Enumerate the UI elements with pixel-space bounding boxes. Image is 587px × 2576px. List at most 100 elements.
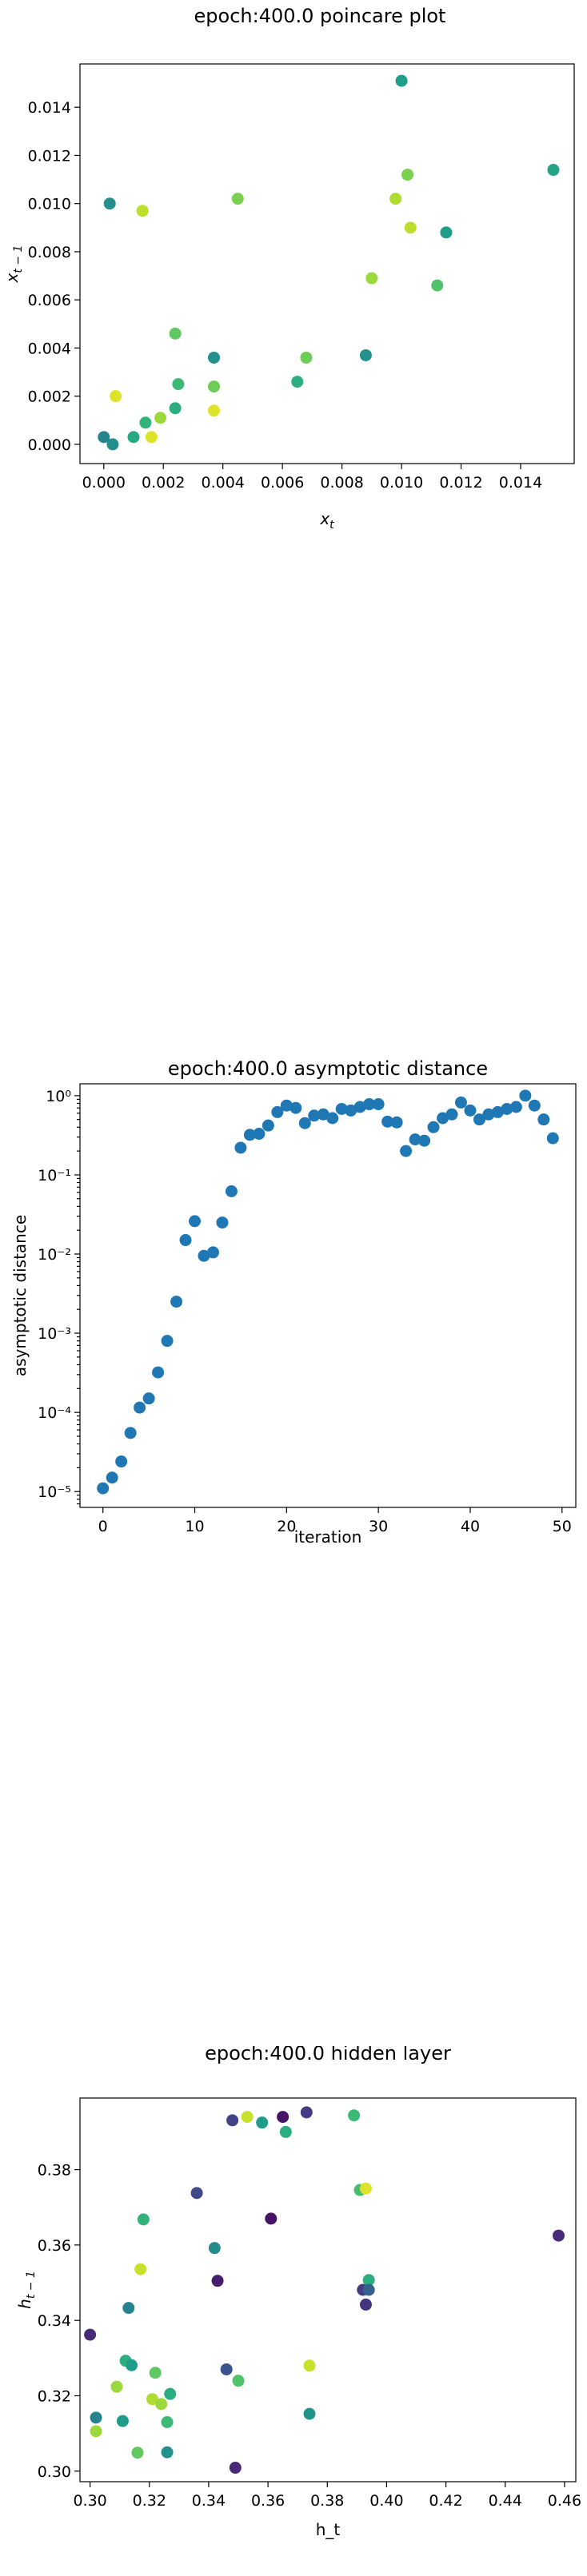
data-point bbox=[365, 272, 378, 285]
data-point bbox=[142, 1392, 155, 1405]
data-point bbox=[279, 2125, 292, 2138]
data-point bbox=[437, 1112, 449, 1125]
data-point bbox=[464, 1104, 477, 1117]
data-point bbox=[243, 1129, 256, 1141]
chart-title: epoch:400.0 poincare plot bbox=[194, 5, 446, 27]
data-point bbox=[97, 1482, 110, 1495]
data-point bbox=[126, 2359, 138, 2371]
data-point bbox=[234, 1141, 247, 1154]
data-point bbox=[164, 2387, 177, 2400]
x-tick-label: 0.30 bbox=[73, 2492, 106, 2510]
y-tick-label: 0.000 bbox=[28, 436, 71, 454]
data-point bbox=[84, 2328, 97, 2341]
x-axis-label: xt bbox=[319, 509, 334, 532]
data-point bbox=[363, 1098, 376, 1111]
data-point bbox=[124, 1427, 137, 1439]
data-point bbox=[389, 193, 402, 205]
data-point bbox=[256, 2116, 269, 2129]
x-tick-label: 0 bbox=[98, 1518, 108, 1535]
y-tick-label: 10⁰ bbox=[46, 1088, 71, 1105]
y-tick-label: 0.36 bbox=[38, 2237, 71, 2255]
x-tick-label: 0.012 bbox=[439, 474, 482, 492]
data-point bbox=[208, 351, 221, 364]
data-point bbox=[110, 2380, 123, 2393]
data-point bbox=[528, 1099, 541, 1112]
data-point bbox=[519, 1089, 532, 1102]
data-point bbox=[552, 2229, 565, 2242]
data-point bbox=[137, 2213, 150, 2226]
y-tick-label: 0.38 bbox=[38, 2162, 71, 2180]
x-tick-label: 0.000 bbox=[82, 474, 126, 492]
x-tick-label: 10 bbox=[185, 1518, 204, 1535]
x-tick-label: 50 bbox=[553, 1518, 572, 1535]
data-point bbox=[440, 226, 453, 239]
x-axis-label: iteration bbox=[294, 1527, 362, 1547]
data-point bbox=[404, 221, 417, 234]
data-point bbox=[169, 327, 182, 340]
data-point bbox=[106, 1471, 118, 1484]
data-point bbox=[134, 1401, 146, 1414]
data-point bbox=[134, 2263, 147, 2275]
data-point bbox=[189, 1215, 202, 1228]
data-point bbox=[216, 1216, 229, 1229]
x-tick-label: 0.002 bbox=[142, 474, 185, 492]
plot-frame bbox=[79, 1083, 577, 1508]
plot-frame bbox=[79, 63, 575, 464]
x-tick-label: 0.40 bbox=[369, 2492, 403, 2510]
data-point bbox=[303, 2359, 316, 2372]
data-point bbox=[537, 1113, 550, 1126]
x-tick-label: 0.010 bbox=[380, 474, 423, 492]
y-tick-label: 0.30 bbox=[38, 2463, 71, 2481]
data-point bbox=[161, 1335, 174, 1348]
data-point bbox=[226, 2114, 239, 2127]
data-point bbox=[381, 1115, 394, 1128]
x-tick-label: 0.36 bbox=[251, 2492, 285, 2510]
y-tick-label: 0.010 bbox=[28, 196, 71, 213]
data-point bbox=[145, 431, 158, 444]
x-tick-label: 0.34 bbox=[192, 2492, 226, 2510]
data-point bbox=[208, 404, 221, 417]
data-point bbox=[546, 1132, 559, 1145]
data-point bbox=[359, 2182, 372, 2195]
poincare-plot-chart: epoch:400.0 poincare plot 0.000 0.002 0.00… bbox=[2, 5, 575, 532]
data-point bbox=[400, 1145, 413, 1157]
y-axis-label: ht − 1 bbox=[15, 2271, 38, 2309]
data-point bbox=[491, 1105, 504, 1118]
data-point bbox=[172, 378, 185, 391]
x-tick-label: 0.004 bbox=[201, 474, 244, 492]
data-point bbox=[454, 1096, 467, 1109]
data-point bbox=[229, 2462, 242, 2474]
data-point bbox=[547, 164, 560, 177]
data-point bbox=[253, 1128, 266, 1141]
x-tick-label: 0.38 bbox=[310, 2492, 344, 2510]
data-point bbox=[139, 416, 152, 429]
data-point bbox=[418, 1134, 431, 1147]
data-point bbox=[103, 197, 116, 210]
x-tick-label: 0.32 bbox=[133, 2492, 166, 2510]
x-tick-label: 20 bbox=[277, 1518, 296, 1535]
x-tick-label: 0.44 bbox=[489, 2492, 522, 2510]
data-point bbox=[232, 2375, 245, 2387]
y-tick-label: 0.006 bbox=[28, 292, 71, 309]
data-point bbox=[265, 2212, 278, 2225]
data-point bbox=[208, 2242, 221, 2255]
data-point bbox=[291, 376, 304, 388]
y-tick-label: 0.32 bbox=[38, 2387, 71, 2405]
data-point bbox=[300, 351, 313, 364]
y-tick-label: 0.008 bbox=[28, 244, 71, 261]
hidden-layer-chart: epoch:400.0 hidden layer 0.30 0.32 0.34 0.3… bbox=[15, 2046, 581, 2539]
data-point bbox=[262, 1119, 274, 1132]
data-point bbox=[155, 2398, 168, 2411]
data-point bbox=[154, 412, 167, 424]
data-point bbox=[149, 2367, 162, 2379]
data-point bbox=[303, 2407, 316, 2420]
data-point bbox=[445, 1108, 458, 1121]
data-point bbox=[482, 1108, 495, 1121]
y-tick-label: 0.34 bbox=[38, 2312, 71, 2330]
data-point bbox=[280, 1099, 293, 1112]
y-tick-label: 0.004 bbox=[28, 340, 71, 357]
data-point bbox=[359, 348, 372, 361]
data-point bbox=[170, 1296, 183, 1308]
data-point bbox=[106, 438, 119, 451]
data-point bbox=[277, 2111, 290, 2124]
